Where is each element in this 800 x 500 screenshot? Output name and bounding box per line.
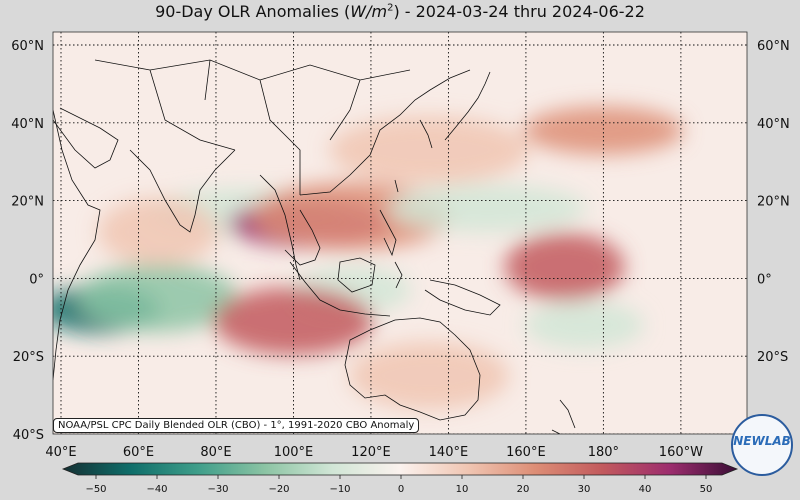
colorbar-tick-label: 10 [456,484,469,495]
anomaly-region [387,184,588,233]
longitude-labels: 40°E 60°E 80°E 100°E 120°E 140°E 160°E 180° 160°… [45,445,775,460]
latitude-label-left: 0° [29,272,44,287]
anomaly-region [97,197,218,266]
longitude-label: 180° [588,445,619,460]
latitude-label-right: 60°N [757,39,790,54]
anomaly-region [349,341,510,410]
anomaly-region [329,116,530,185]
map-area [53,32,747,434]
colorbar-tick-label: −50 [85,484,106,495]
longitude-label: 120°E [351,445,391,460]
latitude-label-right: 20°S [757,350,788,365]
colorbar-tick-label: −20 [268,484,289,495]
colorbar-tick-label: 40 [639,484,652,495]
logo-text: NEWLAB [733,434,791,448]
longitude-label: 160°E [506,445,546,460]
colorbar-tick-label: 0 [398,484,404,495]
anomaly-region [77,263,238,332]
colorbar-bar [61,462,739,476]
coastlines [53,59,576,434]
colorbar-tick-label: 20 [517,484,530,495]
latitude-label-left: 40°S [13,428,44,443]
longitude-label: 140°E [429,445,469,460]
latitude-label-left: 20°S [13,350,44,365]
longitude-label: 160°W [659,445,703,460]
latitude-label-right: 40°N [757,117,790,132]
lab-logo: NEWLAB [731,414,793,476]
colorbar-tick-label: −30 [207,484,228,495]
anomaly-region [524,301,645,350]
anomaly-region [504,232,625,301]
colorbar: −50 −40 −30 −20 −10 0 10 20 30 40 50 [61,462,739,495]
longitude-label: 80°E [200,445,231,460]
anomaly-layer [53,106,684,410]
colorbar-tick-label: −40 [146,484,167,495]
data-source-attribution: NOAA/PSL CPC Daily Blended OLR (CBO) - 1… [53,418,420,433]
colorbar-tick-label: 50 [700,484,713,495]
colorbar-tick-label: 30 [578,484,591,495]
map-frame [52,31,748,435]
latitude-label-right: 20°N [757,195,790,210]
latitude-label-left: 20°N [11,195,44,210]
latitude-label-left: 60°N [11,39,44,54]
map-title: 90-Day OLR Anomalies (W/m2) - 2024-03-24… [155,2,645,21]
longitude-label: 60°E [123,445,154,460]
longitude-label: 40°E [45,445,76,460]
colorbar-tick-label: −10 [329,484,350,495]
longitude-label: 100°E [274,445,314,460]
anomaly-region [523,106,684,155]
graticule [53,32,747,434]
latitude-label-right: 0° [757,272,772,287]
latitude-label-left: 40°N [11,117,44,132]
